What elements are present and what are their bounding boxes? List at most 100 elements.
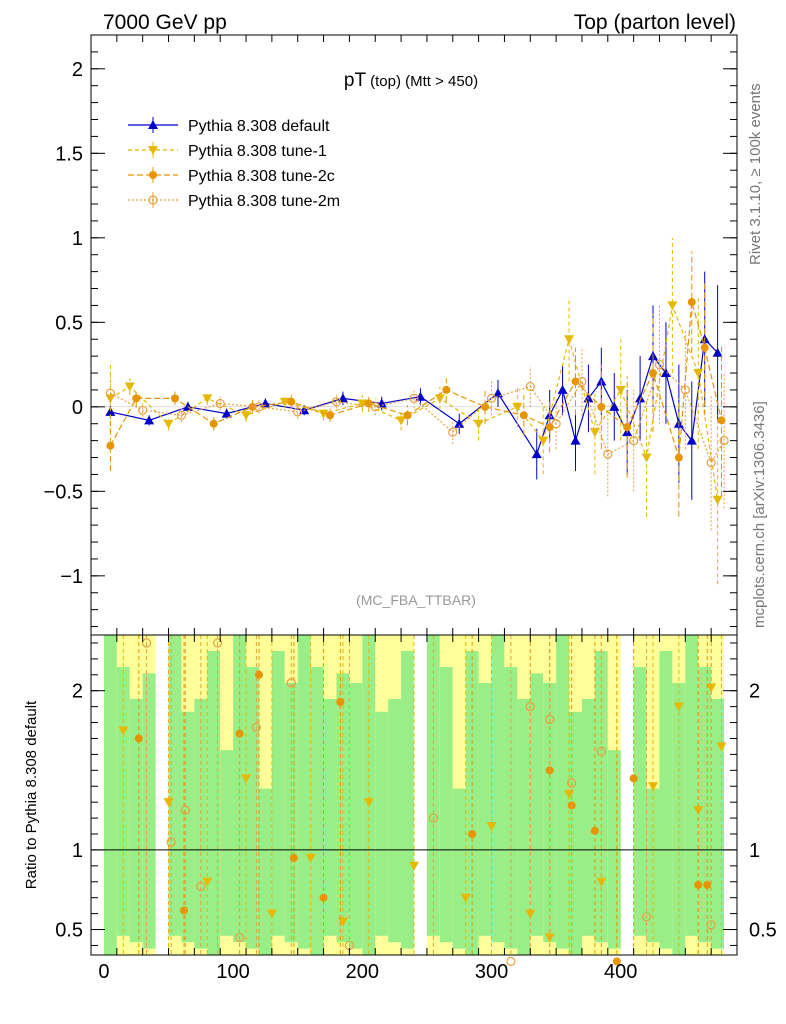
data-point [370,402,380,412]
ratio-point [612,957,621,966]
ratio-point [166,837,176,847]
data-point [486,393,497,403]
ratio-y-tick-label: 2 [72,681,83,703]
data-point [442,385,451,394]
legend-marker-tune2m [148,195,158,205]
data-point [531,449,542,459]
ratio-band-green [297,635,311,949]
ratio-point [213,638,223,648]
ratio-point [363,798,374,808]
energy-label: 7000 GeV pp [103,11,227,34]
ratio-point [118,726,129,736]
ratio-y-tick-label: 0.5 [55,920,83,942]
data-point [144,415,155,425]
data-point [209,419,218,428]
main-y-tick-label: 1 [72,228,83,250]
plot-title-sub: (top) (Mtt > 450) [370,73,478,90]
data-point [473,419,484,429]
ratio-band-green [168,635,182,936]
ratio-band-green [246,667,259,949]
data-point [403,411,412,420]
data-point [571,377,580,386]
ratio-point [673,702,684,712]
ratio-band-green [129,699,143,943]
data-point [396,416,407,426]
ratio-band-green [116,667,130,936]
data-point [545,423,554,432]
data-point [589,428,600,438]
data-point [719,436,729,446]
ratio-point [266,909,277,919]
x-tick-label: 300 [475,961,508,983]
series-default [105,271,723,500]
ratio-point [163,798,174,808]
data-point [700,343,709,352]
ratio-band-green [375,711,389,936]
data-point [706,458,716,468]
data-point [287,397,296,406]
data-point [551,419,561,429]
ratio-panel: 0.5 0.5 1 1 2 2 0 100 200 300 400 Ratio to Pythia … [23,634,777,983]
data-point [357,399,368,409]
data-point [124,382,135,392]
analysis-label: (MC_FBA_TTBAR) [356,592,476,608]
data-point [434,394,445,404]
series-line-tune2m [110,363,725,465]
data-point [176,410,187,420]
ratio-band-green [478,683,492,936]
ratio-band-green [362,635,376,955]
data-point [635,393,646,403]
ratio-point [460,893,471,903]
ratio-point [545,714,555,724]
ratio-point [694,880,703,889]
ratio-point [305,853,316,863]
data-point [293,407,303,417]
ratio-band-green [633,667,647,936]
ratio-band-green [698,667,712,943]
ratio-point [254,670,263,679]
ratio-band-green [452,788,466,949]
ratio-band-green [556,635,570,949]
series-tune2c [106,251,726,517]
ratio-point [486,822,497,832]
legend-label-default: Pythia 8.308 default [188,118,330,135]
ratio-point [703,880,712,889]
ratio-point [596,746,606,756]
ratio-band-green [310,667,324,955]
ratio-band-green [491,635,505,943]
ratio-point [590,826,599,835]
data-point [712,347,723,357]
main-y-tick-label: 0 [72,397,83,419]
ratio-band-green [685,635,699,936]
ratio-point [525,909,536,919]
series-tune2m [105,305,729,531]
ratio-y-tick-label-right: 1 [749,840,760,862]
data-point [597,402,606,411]
ratio-band-green [607,750,621,949]
main-panel: −1 −0.5 0 0.5 1 1.5 2 pT (top) (Mtt > 450) (MC_… [44,34,738,636]
data-point [538,436,549,446]
data-point [138,405,148,415]
data-point [215,398,225,409]
ratio-point [180,906,189,915]
legend: Pythia 8.308 default Pythia 8.308 tune-1 P… [128,117,340,210]
data-point [279,397,290,407]
ratio-point [641,912,652,922]
data-point [481,402,490,411]
ratio-point [241,774,252,784]
ratio-band-green [220,750,234,936]
legend-marker-tune2c [149,171,157,179]
data-point [331,397,342,407]
data-point [649,369,658,378]
ratio-frame [90,634,738,956]
main-y-tick-label: 1.5 [55,143,83,165]
ratio-band-green [517,699,531,955]
process-label: Top (parton level) [574,11,736,34]
data-point [609,401,620,411]
ratio-band-green [401,651,414,949]
data-point [163,419,174,429]
legend-label-tune2c: Pythia 8.308 tune-2c [188,168,335,185]
ratio-band-green [659,651,673,949]
data-point [525,381,535,392]
